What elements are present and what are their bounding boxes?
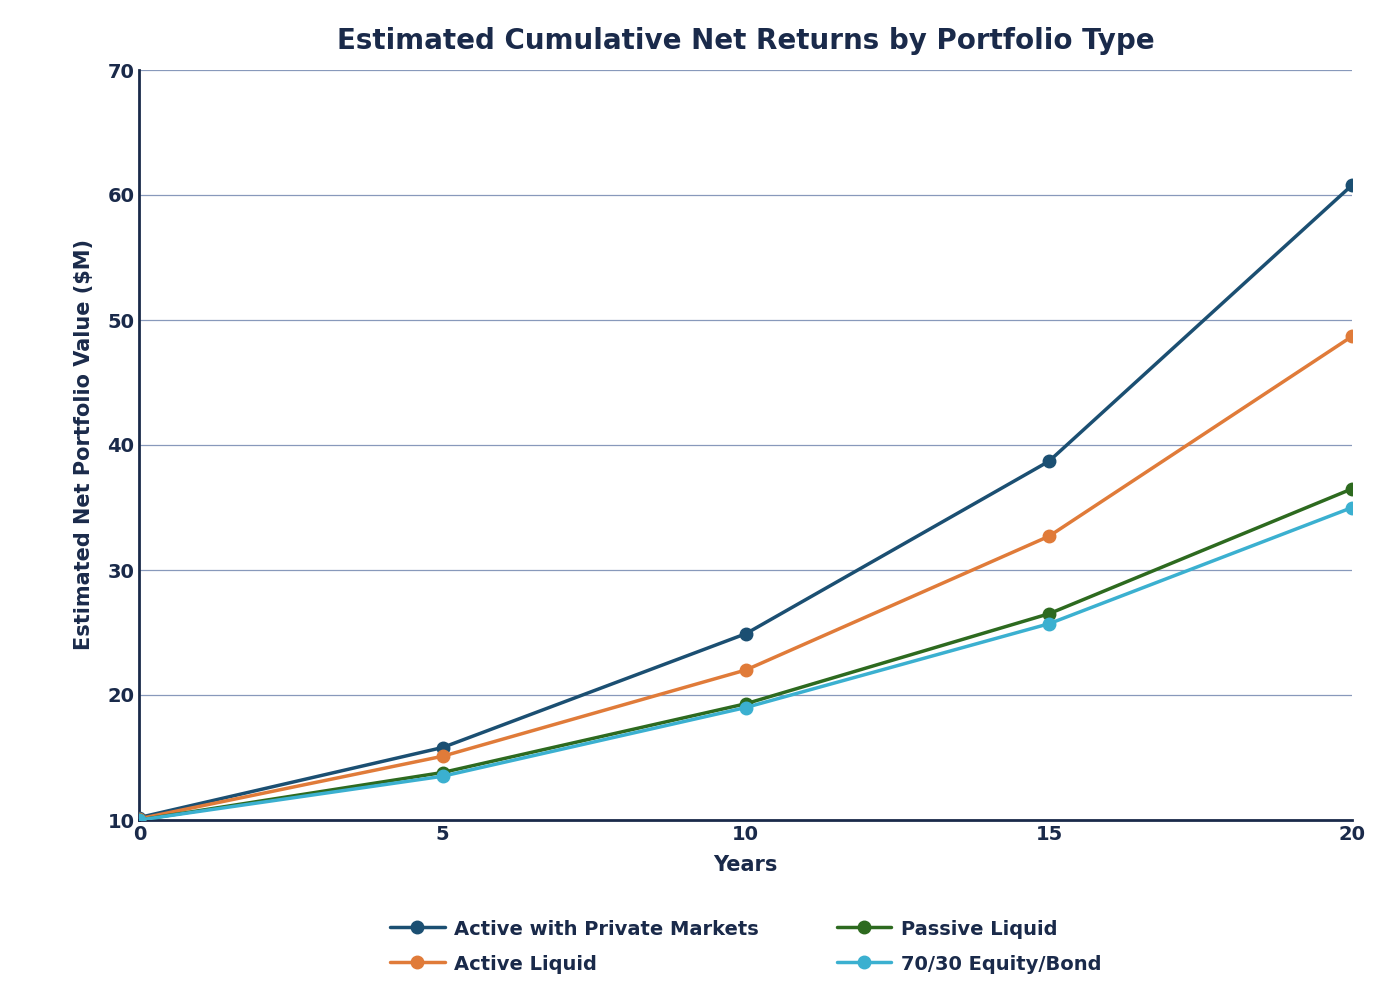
Line: Active with Private Markets: Active with Private Markets xyxy=(134,179,1358,824)
70/30 Equity/Bond xyxy=(737,702,754,714)
X-axis label: Years: Years xyxy=(714,855,778,875)
Line: Active Liquid: Active Liquid xyxy=(134,330,1358,825)
Active with Private Markets xyxy=(1041,455,1058,467)
Passive Liquid xyxy=(435,766,452,778)
Passive Liquid xyxy=(1344,483,1361,495)
70/30 Equity/Bond xyxy=(1344,501,1361,514)
Active Liquid xyxy=(435,750,452,762)
Passive Liquid xyxy=(1041,608,1058,620)
Active with Private Markets xyxy=(435,741,452,754)
Passive Liquid xyxy=(737,698,754,710)
Active with Private Markets xyxy=(1344,179,1361,191)
Title: Estimated Cumulative Net Returns by Portfolio Type: Estimated Cumulative Net Returns by Port… xyxy=(337,27,1154,55)
70/30 Equity/Bond xyxy=(131,814,148,826)
70/30 Equity/Bond xyxy=(1041,618,1058,630)
Line: Passive Liquid: Passive Liquid xyxy=(134,483,1358,826)
Active Liquid xyxy=(1344,330,1361,342)
Active Liquid xyxy=(737,664,754,676)
Y-axis label: Estimated Net Portfolio Value ($M): Estimated Net Portfolio Value ($M) xyxy=(74,239,93,650)
Passive Liquid xyxy=(131,814,148,826)
70/30 Equity/Bond xyxy=(435,770,452,782)
Active Liquid xyxy=(1041,530,1058,542)
Active Liquid xyxy=(131,813,148,825)
Legend: Active with Private Markets, Active Liquid, Passive Liquid, 70/30 Equity/Bond: Active with Private Markets, Active Liqu… xyxy=(390,920,1101,974)
Line: 70/30 Equity/Bond: 70/30 Equity/Bond xyxy=(134,501,1358,826)
Active with Private Markets xyxy=(131,811,148,823)
Active with Private Markets xyxy=(737,628,754,640)
